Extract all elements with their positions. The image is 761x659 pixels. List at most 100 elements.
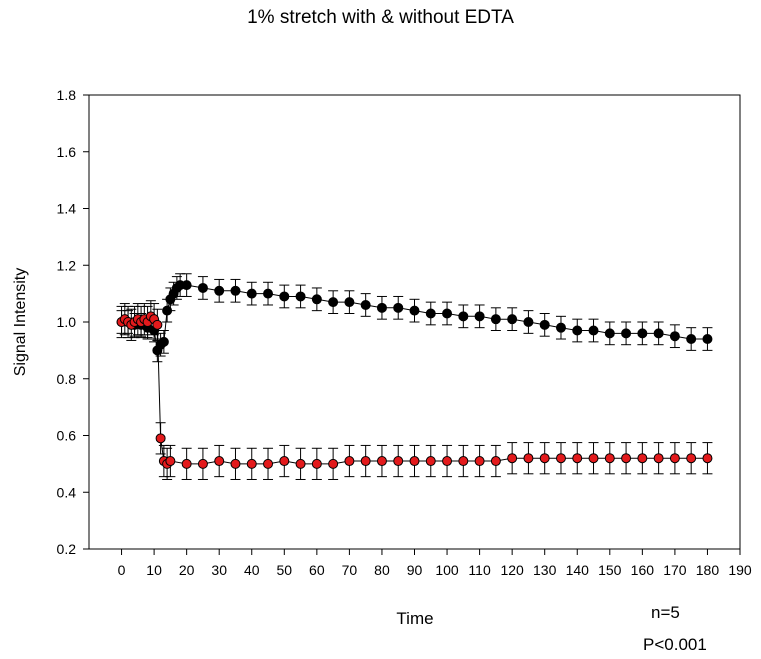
series-0-point <box>539 319 550 330</box>
series-1-point <box>669 453 680 464</box>
x-tick-label: 130 <box>533 562 557 578</box>
y-tick-label: 0.2 <box>57 541 77 557</box>
series-1-point <box>458 456 469 467</box>
series-0-point <box>702 334 713 345</box>
series-1-point <box>425 456 436 467</box>
series-1-point <box>539 453 550 464</box>
series-0-point <box>360 299 371 310</box>
x-tick-label: 0 <box>118 562 126 578</box>
series-0-point <box>621 328 632 339</box>
series-0-point <box>425 308 436 319</box>
series-1-point <box>344 456 355 467</box>
error-bars <box>116 273 713 480</box>
series-1-point <box>507 453 518 464</box>
x-tick-label: 190 <box>728 562 752 578</box>
chart-title: 1% stretch with & without EDTA <box>247 7 514 28</box>
series-1-point <box>490 456 501 467</box>
series-1-point <box>588 453 599 464</box>
p-value-note: P<0.001 <box>643 635 707 654</box>
series-0-point <box>311 294 322 305</box>
series-1-point <box>376 456 387 467</box>
series-1-point <box>572 453 583 464</box>
series-0-point <box>653 328 664 339</box>
series-0-point <box>328 297 339 308</box>
series-0-point <box>197 282 208 293</box>
series-0-point <box>162 305 173 316</box>
series-0-point <box>523 317 534 327</box>
series-0-point <box>669 331 680 342</box>
series-1-point <box>311 458 322 469</box>
series-1-point <box>393 456 404 467</box>
axes: 0 10 20 30 40 50 60 70 80 90 100 110 120 130 140 150 160… <box>57 87 752 578</box>
series-1-point <box>653 453 664 464</box>
series-0-point <box>572 325 583 336</box>
series-0-point <box>181 280 192 291</box>
y-tick-label: 0.4 <box>57 484 77 500</box>
series-0-point <box>409 305 420 316</box>
series-1-point <box>214 456 225 467</box>
series-1-point <box>686 453 697 464</box>
series-0-point <box>158 336 169 347</box>
series-1-point <box>442 456 453 467</box>
series-1-point <box>246 458 257 469</box>
series-1-point <box>360 456 371 467</box>
series-1-point <box>230 458 241 469</box>
series-0-point <box>474 311 485 322</box>
x-tick-label: 170 <box>663 562 687 578</box>
x-tick-label: 20 <box>179 562 195 578</box>
series-1-point <box>328 458 339 469</box>
y-tick-label: 0.8 <box>57 371 77 387</box>
series-0-point <box>230 285 241 296</box>
x-tick-label: 60 <box>309 562 325 578</box>
series-0-point <box>555 322 566 333</box>
data-points <box>116 280 713 469</box>
x-tick-label: 150 <box>598 562 622 578</box>
series-0-point <box>295 291 306 302</box>
y-tick-label: 1.2 <box>57 257 77 273</box>
series-0-point <box>279 291 290 302</box>
x-tick-label: 30 <box>211 562 227 578</box>
series-0-point <box>507 314 518 325</box>
x-tick-label: 90 <box>407 562 423 578</box>
series-0-point <box>246 288 257 299</box>
series-1-point <box>165 456 176 467</box>
series-0-point <box>637 328 648 339</box>
series-1-point <box>155 433 166 444</box>
series-0-point <box>393 302 404 313</box>
series-0-point <box>344 297 355 308</box>
y-tick-label: 1.0 <box>57 314 77 330</box>
x-tick-label: 10 <box>146 562 162 578</box>
x-tick-label: 160 <box>631 562 655 578</box>
y-axis-label: Signal Intensity <box>12 268 29 377</box>
y-tick-label: 1.4 <box>57 201 77 217</box>
series-0-point <box>686 334 697 345</box>
series-1-point <box>523 453 534 464</box>
y-tick-label: 1.8 <box>57 87 77 103</box>
x-tick-label: 100 <box>435 562 459 578</box>
y-tick-label: 0.6 <box>57 428 77 444</box>
x-tick-label: 70 <box>342 562 358 578</box>
series-1-point <box>263 458 274 469</box>
series-1-point <box>279 456 290 467</box>
x-tick-label: 110 <box>468 562 491 578</box>
series-0-point <box>604 328 615 339</box>
series-1-point <box>555 453 566 464</box>
series-1-point <box>604 453 615 464</box>
series-1-point <box>152 319 163 330</box>
sample-size-note: n=5 <box>651 603 680 622</box>
series-1-point <box>637 453 648 464</box>
y-tick-label: 1.6 <box>57 144 77 160</box>
series-1-point <box>295 458 306 469</box>
x-tick-label: 50 <box>277 562 293 578</box>
x-tick-label: 80 <box>374 562 390 578</box>
series-0-point <box>490 314 501 325</box>
series-1-point <box>702 453 713 464</box>
x-tick-label: 40 <box>244 562 260 578</box>
series-0-point <box>263 288 274 299</box>
series-1-point <box>181 458 192 469</box>
x-tick-label: 180 <box>696 562 720 578</box>
series-0-point <box>588 325 599 336</box>
series-1-point <box>474 456 485 467</box>
series-0-point <box>458 311 469 322</box>
